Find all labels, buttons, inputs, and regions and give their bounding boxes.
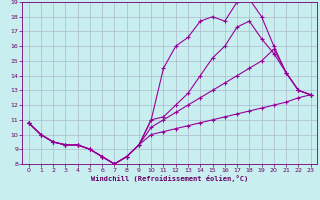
X-axis label: Windchill (Refroidissement éolien,°C): Windchill (Refroidissement éolien,°C): [91, 175, 248, 182]
